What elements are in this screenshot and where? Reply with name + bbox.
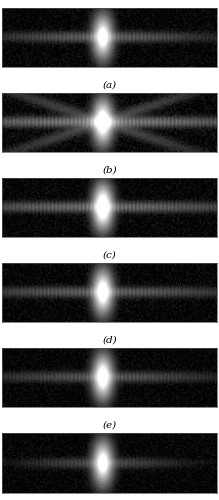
Text: (e): (e) bbox=[102, 420, 117, 430]
Text: (c): (c) bbox=[103, 250, 116, 260]
Text: (b): (b) bbox=[102, 166, 117, 174]
Text: (d): (d) bbox=[102, 336, 117, 344]
Text: (a): (a) bbox=[102, 80, 117, 90]
